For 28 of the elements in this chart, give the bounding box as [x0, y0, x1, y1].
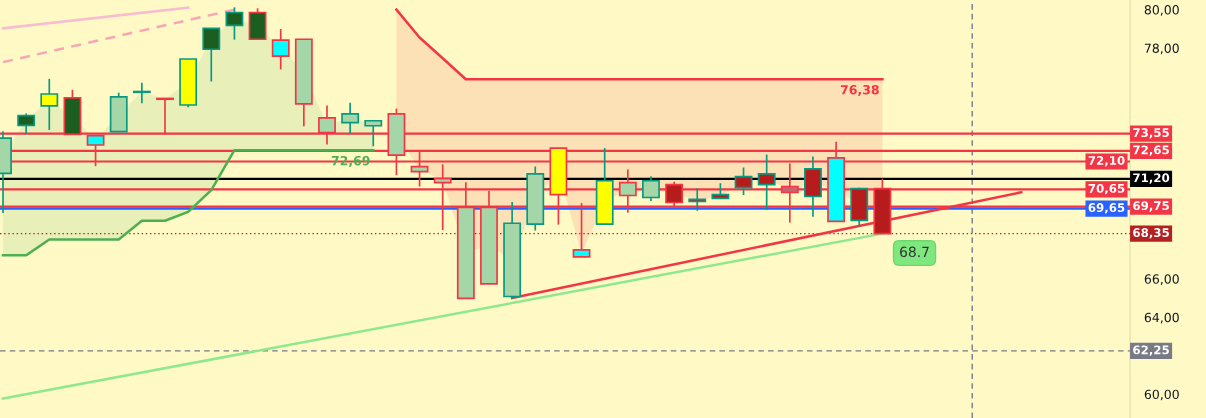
- y-tick-label: 64,00: [1144, 312, 1179, 324]
- ref-line-label: 69,65: [1088, 203, 1125, 214]
- ref-line-label: 72,65: [1133, 145, 1169, 156]
- line-series: [395, 8, 884, 81]
- y-tick-label: 60,00: [1144, 389, 1179, 401]
- y-tick-label: 80,00: [1144, 5, 1179, 16]
- data-label: 76,38: [840, 84, 879, 97]
- candlestick: [271, 28, 290, 71]
- candlestick: [734, 166, 753, 196]
- ref-line-label: 70,65: [1088, 183, 1125, 195]
- candlestick: [341, 102, 360, 135]
- y-tick-label: 66,00: [1144, 274, 1179, 285]
- ref-line-label: 73,55: [1133, 128, 1169, 139]
- ref-line-label: 72,10: [1088, 156, 1125, 167]
- ref-line-label: 69,75: [1133, 201, 1169, 212]
- candlestick: [17, 112, 36, 136]
- candlestick: [757, 153, 776, 211]
- candlestick: [202, 27, 221, 83]
- annotation: 68.7: [900, 246, 929, 258]
- ref-line-label: 68,35: [1133, 228, 1169, 239]
- candlestick: [40, 77, 59, 131]
- ref-line-label: 71,20: [1133, 173, 1170, 184]
- candlestick: [364, 119, 383, 148]
- candlestick: [225, 6, 244, 41]
- ref-line-label: 62,25: [1133, 345, 1169, 356]
- candlestick: [642, 175, 660, 202]
- y-tick-label: 78,00: [1144, 43, 1179, 55]
- line-series: [1, 148, 375, 257]
